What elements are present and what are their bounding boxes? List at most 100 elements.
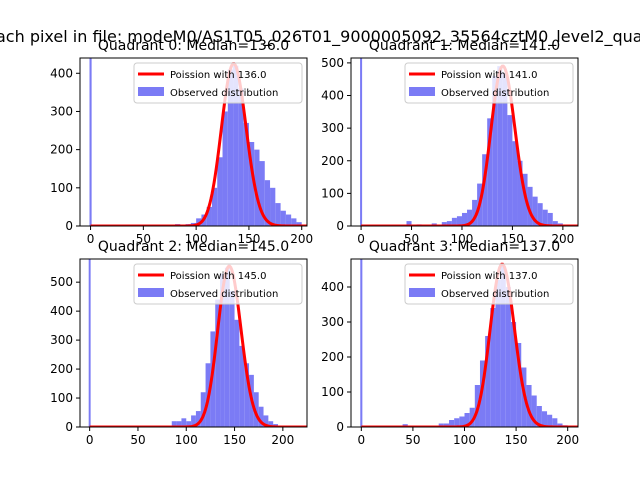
quadrant-2-xtick-label-1: 50 — [130, 433, 145, 447]
quadrant-3-xtick-label-2: 100 — [453, 433, 476, 447]
quadrant-0-bar-16 — [259, 161, 265, 226]
quadrant-1-ytick-label-2: 200 — [321, 154, 344, 168]
quadrant-0-bar-9 — [222, 111, 228, 226]
quadrant-1-bar-18 — [517, 160, 523, 226]
quadrant-2-bar-7 — [200, 392, 206, 427]
quadrant-2-xtick-label-3: 150 — [223, 433, 246, 447]
quadrant-1-bar-16 — [507, 115, 513, 226]
quadrant-1-bar-5 — [451, 217, 457, 226]
quadrant-1-ytick-label-1: 100 — [321, 186, 344, 200]
quadrant-0-ytick-label-4: 400 — [50, 66, 73, 80]
quadrant-0-bar-13 — [243, 122, 249, 226]
quadrant-1-legend-hist-swatch — [409, 87, 435, 96]
quadrant-0-bar-10 — [227, 69, 234, 226]
quadrant-3-xtick-label-0: 0 — [357, 433, 365, 447]
quadrant-0-bar-7 — [211, 187, 218, 226]
quadrant-2-bar-12 — [224, 267, 230, 427]
quadrant-3-bar-20 — [531, 395, 537, 427]
quadrant-3-bar-14 — [500, 266, 506, 427]
quadrant-2-ytick-label-2: 200 — [50, 362, 73, 376]
quadrant-2-legend: Poission with 145.0 Observed distribution — [133, 263, 303, 305]
quadrant-0-xtick-label-1: 50 — [136, 232, 151, 246]
quadrant-1-ytick-label-0: 0 — [336, 219, 344, 233]
quadrant-0-xtick-label-2: 100 — [185, 232, 208, 246]
quadrant-2-bar-14 — [234, 319, 240, 427]
quadrant-0-bar-20 — [280, 210, 286, 226]
quadrant-1-ytick-label-4: 400 — [321, 89, 344, 103]
quadrant-1-xtick-label-3: 150 — [501, 232, 524, 246]
quadrant-1-bar-4 — [446, 221, 452, 226]
quadrant-1-xtick-label-2: 100 — [451, 232, 474, 246]
quadrant-2-bar-4 — [186, 421, 192, 427]
quadrant-0-xtick-label-0: 0 — [87, 232, 95, 246]
quadrant-2-bar-15 — [239, 345, 245, 427]
quadrant-3-bar-17 — [516, 343, 522, 427]
quadrant-1-bar-24 — [547, 212, 553, 226]
quadrant-1-xtick-label-1: 50 — [404, 232, 419, 246]
quadrant-1-bar-13 — [492, 75, 498, 226]
quadrant-3-bar-19 — [526, 385, 532, 427]
quadrant-1-title: Quadrant 1: Median=141.0 — [369, 38, 560, 54]
quadrant-0-zero-bin — [89, 58, 92, 226]
quadrant-0-xtick-label-4: 200 — [290, 232, 313, 246]
quadrant-0-plot-area — [89, 58, 307, 226]
quadrant-3-xtick-label-3: 150 — [505, 433, 528, 447]
quadrant-0-ytick-label-1: 100 — [50, 181, 73, 195]
quadrant-0-chart: Quadrant 0: Median=136.0 0 50 100 150 200 0 100… — [50, 38, 313, 246]
quadrant-3-legend-box — [404, 263, 574, 305]
quadrant-2-legend-box — [133, 263, 303, 305]
quadrant-0-bar-14 — [248, 142, 255, 226]
quadrant-3-bar-12 — [490, 308, 496, 427]
quadrant-1-bar-22 — [537, 203, 543, 226]
quadrant-3-bar-16 — [510, 322, 517, 427]
quadrant-3-plot-area — [360, 259, 578, 427]
quadrant-0-legend-box — [133, 62, 303, 104]
quadrant-1-xtick-label-0: 0 — [357, 232, 365, 246]
quadrant-0-title: Quadrant 0: Median=136.0 — [98, 38, 289, 54]
quadrant-0-legend-hist-label: Observed distribution — [170, 88, 278, 99]
quadrant-1-legend-box — [404, 62, 574, 104]
quadrant-0-legend-hist-swatch — [138, 87, 164, 96]
quadrant-1-ytick-label-3: 300 — [321, 121, 344, 135]
quadrant-1-bar-21 — [532, 196, 538, 226]
quadrant-2-ytick-label-0: 0 — [65, 420, 73, 434]
quadrant-0-ytick-label-2: 200 — [50, 143, 73, 157]
quadrant-2-bar-11 — [220, 273, 225, 427]
quadrant-0-ytick-label-3: 300 — [50, 104, 73, 118]
quadrant-3-bar-4 — [449, 420, 455, 427]
quadrant-1-bar-12 — [487, 118, 493, 226]
quadrant-3-bar-6 — [459, 416, 465, 427]
quadrant-0-legend-fit-label: Poission with 136.0 — [170, 70, 266, 81]
quadrant-0-bar-15 — [254, 149, 260, 226]
quadrant-3-ytick-label-2: 200 — [321, 350, 344, 364]
quadrant-0-bar-11 — [233, 65, 239, 226]
quadrant-0-bar-4 — [196, 218, 202, 226]
quadrant-2-bar-16 — [244, 363, 250, 427]
quadrant-3-ytick-label-1: 100 — [321, 385, 344, 399]
quadrant-2-bar-2 — [176, 421, 182, 427]
quadrant-2-ytick-label-1: 100 — [50, 391, 73, 405]
quadrant-2-bar-10 — [215, 299, 221, 427]
quadrant-2-bar-3 — [181, 418, 187, 427]
quadrant-2-xtick-label-0: 0 — [86, 433, 94, 447]
quadrant-0-xtick-label-3: 150 — [237, 232, 260, 246]
quadrant-1-bar-9 — [472, 199, 478, 226]
quadrant-3-chart: Quadrant 3: Median=137.0 0 50 100 150 200 0 100… — [321, 239, 579, 447]
quadrant-3-bar-3 — [443, 423, 450, 427]
quadrant-2-bar-1 — [171, 421, 177, 427]
quadrant-2-xtick-label-2: 100 — [175, 433, 198, 447]
quadrant-0-bar-17 — [264, 180, 271, 226]
quadrant-1-legend: Poission with 141.0 Observed distribution — [404, 62, 574, 104]
quadrant-2-bar-13 — [229, 290, 235, 427]
quadrant-2-ytick-label-5: 500 — [50, 275, 73, 289]
quadrant-1-zero-bin — [360, 58, 363, 226]
quadrant-2-ytick-label-4: 400 — [50, 304, 73, 318]
quadrant-3-ytick-label-0: 0 — [336, 420, 344, 434]
quadrant-3-poisson-fit-line — [361, 262, 578, 427]
quadrant-0-bar-12 — [238, 88, 244, 226]
quadrant-3-bar-7 — [464, 413, 470, 427]
quadrant-0-bar-21 — [285, 214, 292, 226]
quadrant-3-title: Quadrant 3: Median=137.0 — [369, 239, 560, 255]
quadrant-0-poisson-fit-line — [90, 62, 307, 226]
